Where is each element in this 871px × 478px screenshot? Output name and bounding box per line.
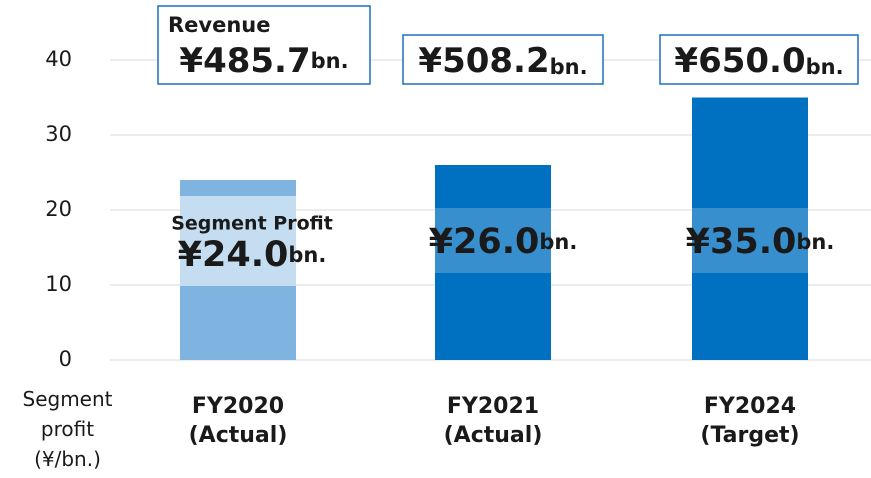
value-caption: Segment Profit [171, 213, 333, 235]
label-band [180, 196, 296, 286]
x-tick-label: FY2021 (Actual) [443, 394, 543, 448]
value-unit: bn. [796, 230, 834, 254]
revenue-box [659, 34, 859, 85]
revenue-label: ¥508.2bn. [418, 41, 587, 81]
revenue-caption: Revenue [168, 13, 271, 37]
revenue-unit: bn. [550, 55, 588, 79]
revenue-unit: bn. [311, 49, 349, 73]
y-tick-label: 10 [45, 272, 72, 296]
revenue-number: ¥485.7 [179, 41, 310, 81]
revenue-unit: bn. [806, 55, 844, 79]
revenue-number: ¥650.0 [674, 41, 805, 81]
value-unit: bn. [288, 243, 326, 267]
x-tick-label: FY2024 (Target) [700, 394, 800, 448]
revenue-box [157, 5, 371, 85]
value-number: ¥35.0 [686, 222, 797, 262]
y-axis-title: Segment profit (¥/bn.) [22, 387, 113, 471]
revenue-number: ¥508.2 [418, 41, 549, 81]
revenue-box [402, 34, 604, 85]
value-number: ¥26.0 [429, 222, 540, 262]
value-label: ¥26.0bn. [429, 222, 578, 262]
value-label: ¥35.0bn. [686, 222, 835, 262]
x-tick-label: FY2020 (Actual) [188, 394, 288, 448]
label-band [435, 208, 551, 273]
value-label: ¥24.0bn. [178, 235, 327, 275]
value-number: ¥24.0 [178, 235, 289, 275]
y-tick-label: 30 [45, 122, 72, 146]
bar [692, 97, 808, 360]
value-unit: bn. [539, 230, 577, 254]
y-tick-label: 0 [59, 347, 72, 371]
y-tick-label: 20 [45, 197, 72, 221]
bar [435, 165, 551, 360]
revenue-label: ¥485.7bn. [179, 41, 348, 81]
label-band [692, 208, 808, 273]
revenue-label: ¥650.0bn. [674, 41, 843, 81]
y-tick-label: 40 [45, 47, 72, 71]
